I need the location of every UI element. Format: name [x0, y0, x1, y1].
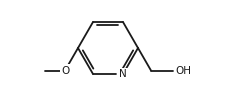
Text: OH: OH	[174, 66, 190, 75]
Text: O: O	[61, 66, 69, 75]
Text: N: N	[119, 69, 126, 79]
